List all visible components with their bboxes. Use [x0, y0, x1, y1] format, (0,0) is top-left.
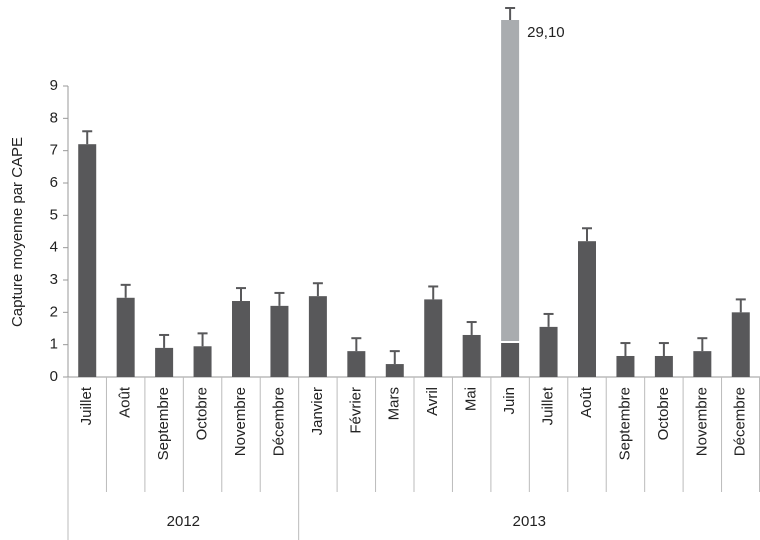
x-tick-label: Octobre	[194, 387, 211, 440]
y-tick-label: 8	[50, 109, 58, 126]
y-tick-label: 6	[50, 174, 58, 191]
bar	[385, 364, 404, 377]
y-axis-label: Capture moyenne par CAPE	[9, 137, 26, 327]
bar	[193, 346, 212, 377]
x-tick-label: Décembre	[270, 387, 287, 456]
y-tick-label: 9	[50, 77, 58, 94]
y-tick-label: 4	[50, 239, 58, 256]
bar	[731, 312, 750, 377]
data-label: 29,10	[527, 24, 565, 41]
y-tick-label: 2	[50, 303, 58, 320]
bar	[78, 144, 97, 377]
y-tick-label: 7	[50, 142, 58, 159]
x-tick-label: Avril	[424, 387, 441, 416]
x-tick-label: Novembre	[693, 387, 710, 456]
bar	[270, 305, 289, 377]
x-tick-label: Janvier	[309, 387, 326, 435]
bar	[693, 351, 712, 377]
x-tick-label: Octobre	[655, 387, 672, 440]
x-tick-label: Juin	[501, 387, 518, 415]
x-tick-label: Décembre	[732, 387, 749, 456]
bar-break-extension	[501, 20, 520, 341]
y-tick-label: 5	[50, 206, 58, 223]
x-tick-label: Août	[578, 386, 595, 418]
bar	[424, 299, 443, 377]
x-tick-label: Mai	[463, 387, 480, 411]
y-tick-label: 3	[50, 271, 58, 288]
bar	[654, 355, 673, 377]
x-tick-label: Juillet	[540, 386, 557, 425]
bar	[116, 297, 135, 377]
group-label: 2013	[513, 513, 546, 530]
bar	[308, 296, 327, 377]
bar	[347, 351, 366, 377]
bar	[462, 334, 481, 377]
bar	[539, 326, 558, 377]
x-tick-label: Septembre	[155, 387, 172, 460]
x-tick-label: Août	[117, 386, 134, 418]
bar	[501, 343, 520, 377]
x-tick-label: Juillet	[78, 386, 95, 425]
bar	[578, 241, 596, 377]
x-tick-label: Février	[347, 387, 364, 434]
y-tick-label: 0	[50, 368, 58, 385]
bar	[616, 355, 635, 377]
y-tick-label: 1	[50, 336, 58, 353]
x-tick-label: Septembre	[616, 387, 633, 460]
bar	[232, 301, 250, 377]
group-label: 2012	[167, 513, 200, 530]
x-tick-label: Mars	[386, 387, 403, 420]
x-tick-label: Novembre	[232, 387, 249, 456]
bar	[155, 347, 174, 377]
